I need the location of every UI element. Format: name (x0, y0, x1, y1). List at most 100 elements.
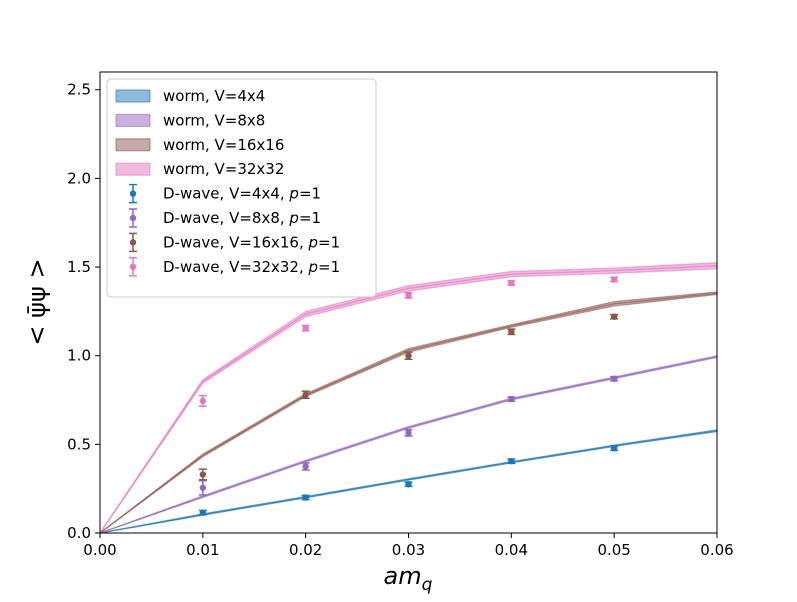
point-marker (610, 313, 618, 320)
point-marker (610, 276, 618, 283)
legend-label: worm, V=16x16 (163, 136, 284, 154)
legend-label-p: p (288, 185, 299, 203)
legend-label: worm, V=32x32 (163, 160, 284, 178)
data-point (301, 462, 310, 471)
point-marker (405, 292, 412, 299)
legend-swatch (115, 113, 151, 128)
data-point (198, 479, 207, 496)
legend-marker (129, 263, 137, 270)
legend-label-p-value: =1 (299, 185, 321, 203)
x-axis-label: amq (384, 562, 433, 595)
point-marker (302, 325, 309, 332)
data-point (404, 291, 413, 299)
point-marker (199, 484, 207, 491)
legend-label: D-wave, V=4x4, p=1 (163, 185, 321, 203)
x-axis-label-subscript: q (422, 575, 433, 595)
legend-label: D-wave, V=8x8, p=1 (163, 209, 321, 227)
legend-marker (129, 190, 137, 197)
point-marker (508, 395, 515, 403)
y-tick-label: 2.0 (67, 169, 91, 187)
x-tick-label: 0.00 (83, 541, 116, 559)
y-tick-label: 1.0 (67, 347, 91, 365)
point-marker (302, 391, 309, 398)
data-point (507, 279, 516, 287)
legend-label-text: D-wave, V=8x8, (163, 209, 289, 227)
data-point (301, 494, 310, 501)
legend-label: D-wave, V=16x16, p=1 (163, 233, 340, 251)
point-marker (302, 463, 309, 470)
legend-label-p-value: =1 (299, 209, 321, 227)
y-tick-label: 2.5 (67, 81, 91, 99)
legend-swatch (115, 138, 151, 152)
y-tick-label: 0.5 (67, 435, 91, 453)
y-tick-label: 0.0 (67, 524, 91, 542)
legend-label-text: D-wave, V=32x32, (163, 258, 308, 276)
legend-entry: worm, V=8x8 (115, 111, 265, 129)
point-marker (405, 481, 412, 488)
legend-label: D-wave, V=32x32, p=1 (163, 258, 340, 276)
data-point (404, 428, 413, 437)
point-marker (405, 429, 412, 437)
point-marker (508, 328, 515, 335)
x-axis-label-main: am (384, 562, 422, 590)
y-axis-label: < ψ̄ψ > (23, 258, 51, 345)
point-marker (610, 375, 618, 382)
data-point (404, 481, 413, 488)
legend-entry: D-wave, V=32x32, p=1 (129, 257, 340, 277)
data-point (404, 351, 413, 360)
worm-center-line (99, 265, 718, 534)
legend-label-text: D-wave, V=4x4, (163, 185, 289, 203)
point-marker (199, 471, 207, 478)
x-tick-label: 0.06 (700, 541, 733, 559)
data-point (507, 395, 516, 403)
point-marker (610, 445, 618, 452)
legend-entry: D-wave, V=4x4, p=1 (129, 183, 321, 204)
point-marker (199, 397, 207, 405)
legend-marker (129, 214, 137, 222)
data-point (507, 328, 516, 336)
legend-swatch (115, 162, 151, 176)
data-point (507, 457, 516, 465)
point-marker (508, 279, 515, 287)
x-tick-label: 0.02 (289, 541, 322, 559)
point-marker (302, 494, 309, 501)
legend-entry: D-wave, V=8x8, p=1 (129, 208, 321, 228)
data-point (610, 375, 619, 382)
legend-entry: worm, V=4x4 (115, 87, 265, 105)
legend-entry: worm, V=32x32 (115, 160, 284, 178)
legend-label: worm, V=8x8 (163, 111, 265, 129)
legend-marker (129, 239, 137, 246)
x-tick-label: 0.03 (392, 541, 425, 559)
legend-label-p: p (288, 209, 299, 227)
legend-label: worm, V=4x4 (163, 87, 265, 105)
y-axis: 0.0 0.5 1.0 1.5 2.0 2.5 (67, 81, 100, 542)
legend-swatch (115, 89, 151, 103)
legend-label-p-value: =1 (318, 258, 340, 276)
x-tick-label: 0.01 (186, 541, 219, 559)
x-tick-label: 0.05 (597, 541, 630, 559)
data-point (610, 276, 619, 283)
legend-label-p-value: =1 (318, 233, 340, 251)
x-tick-label: 0.04 (495, 541, 528, 559)
data-point (198, 394, 207, 407)
data-point (198, 468, 207, 481)
data-point (301, 324, 310, 332)
legend-frame (106, 78, 377, 298)
data-point (610, 445, 619, 452)
legend-entry: D-wave, V=16x16, p=1 (129, 232, 340, 253)
x-axis: 0.00 0.01 0.02 0.03 0.04 0.05 0.06 (83, 533, 734, 559)
legend-label-p: p (307, 233, 318, 251)
legend-entry: worm, V=16x16 (115, 136, 284, 154)
dwave-series-3 (198, 276, 619, 407)
data-point (198, 509, 207, 516)
y-tick-label: 1.5 (67, 258, 91, 276)
legend-label-text: D-wave, V=16x16, (163, 233, 308, 251)
point-marker (405, 352, 412, 359)
dwave-series-1 (198, 375, 619, 496)
dwave-series-0 (198, 445, 619, 516)
legend-label-p: p (307, 258, 318, 276)
point-marker (508, 457, 515, 465)
data-point (610, 313, 619, 320)
worm-center-line (99, 292, 718, 534)
